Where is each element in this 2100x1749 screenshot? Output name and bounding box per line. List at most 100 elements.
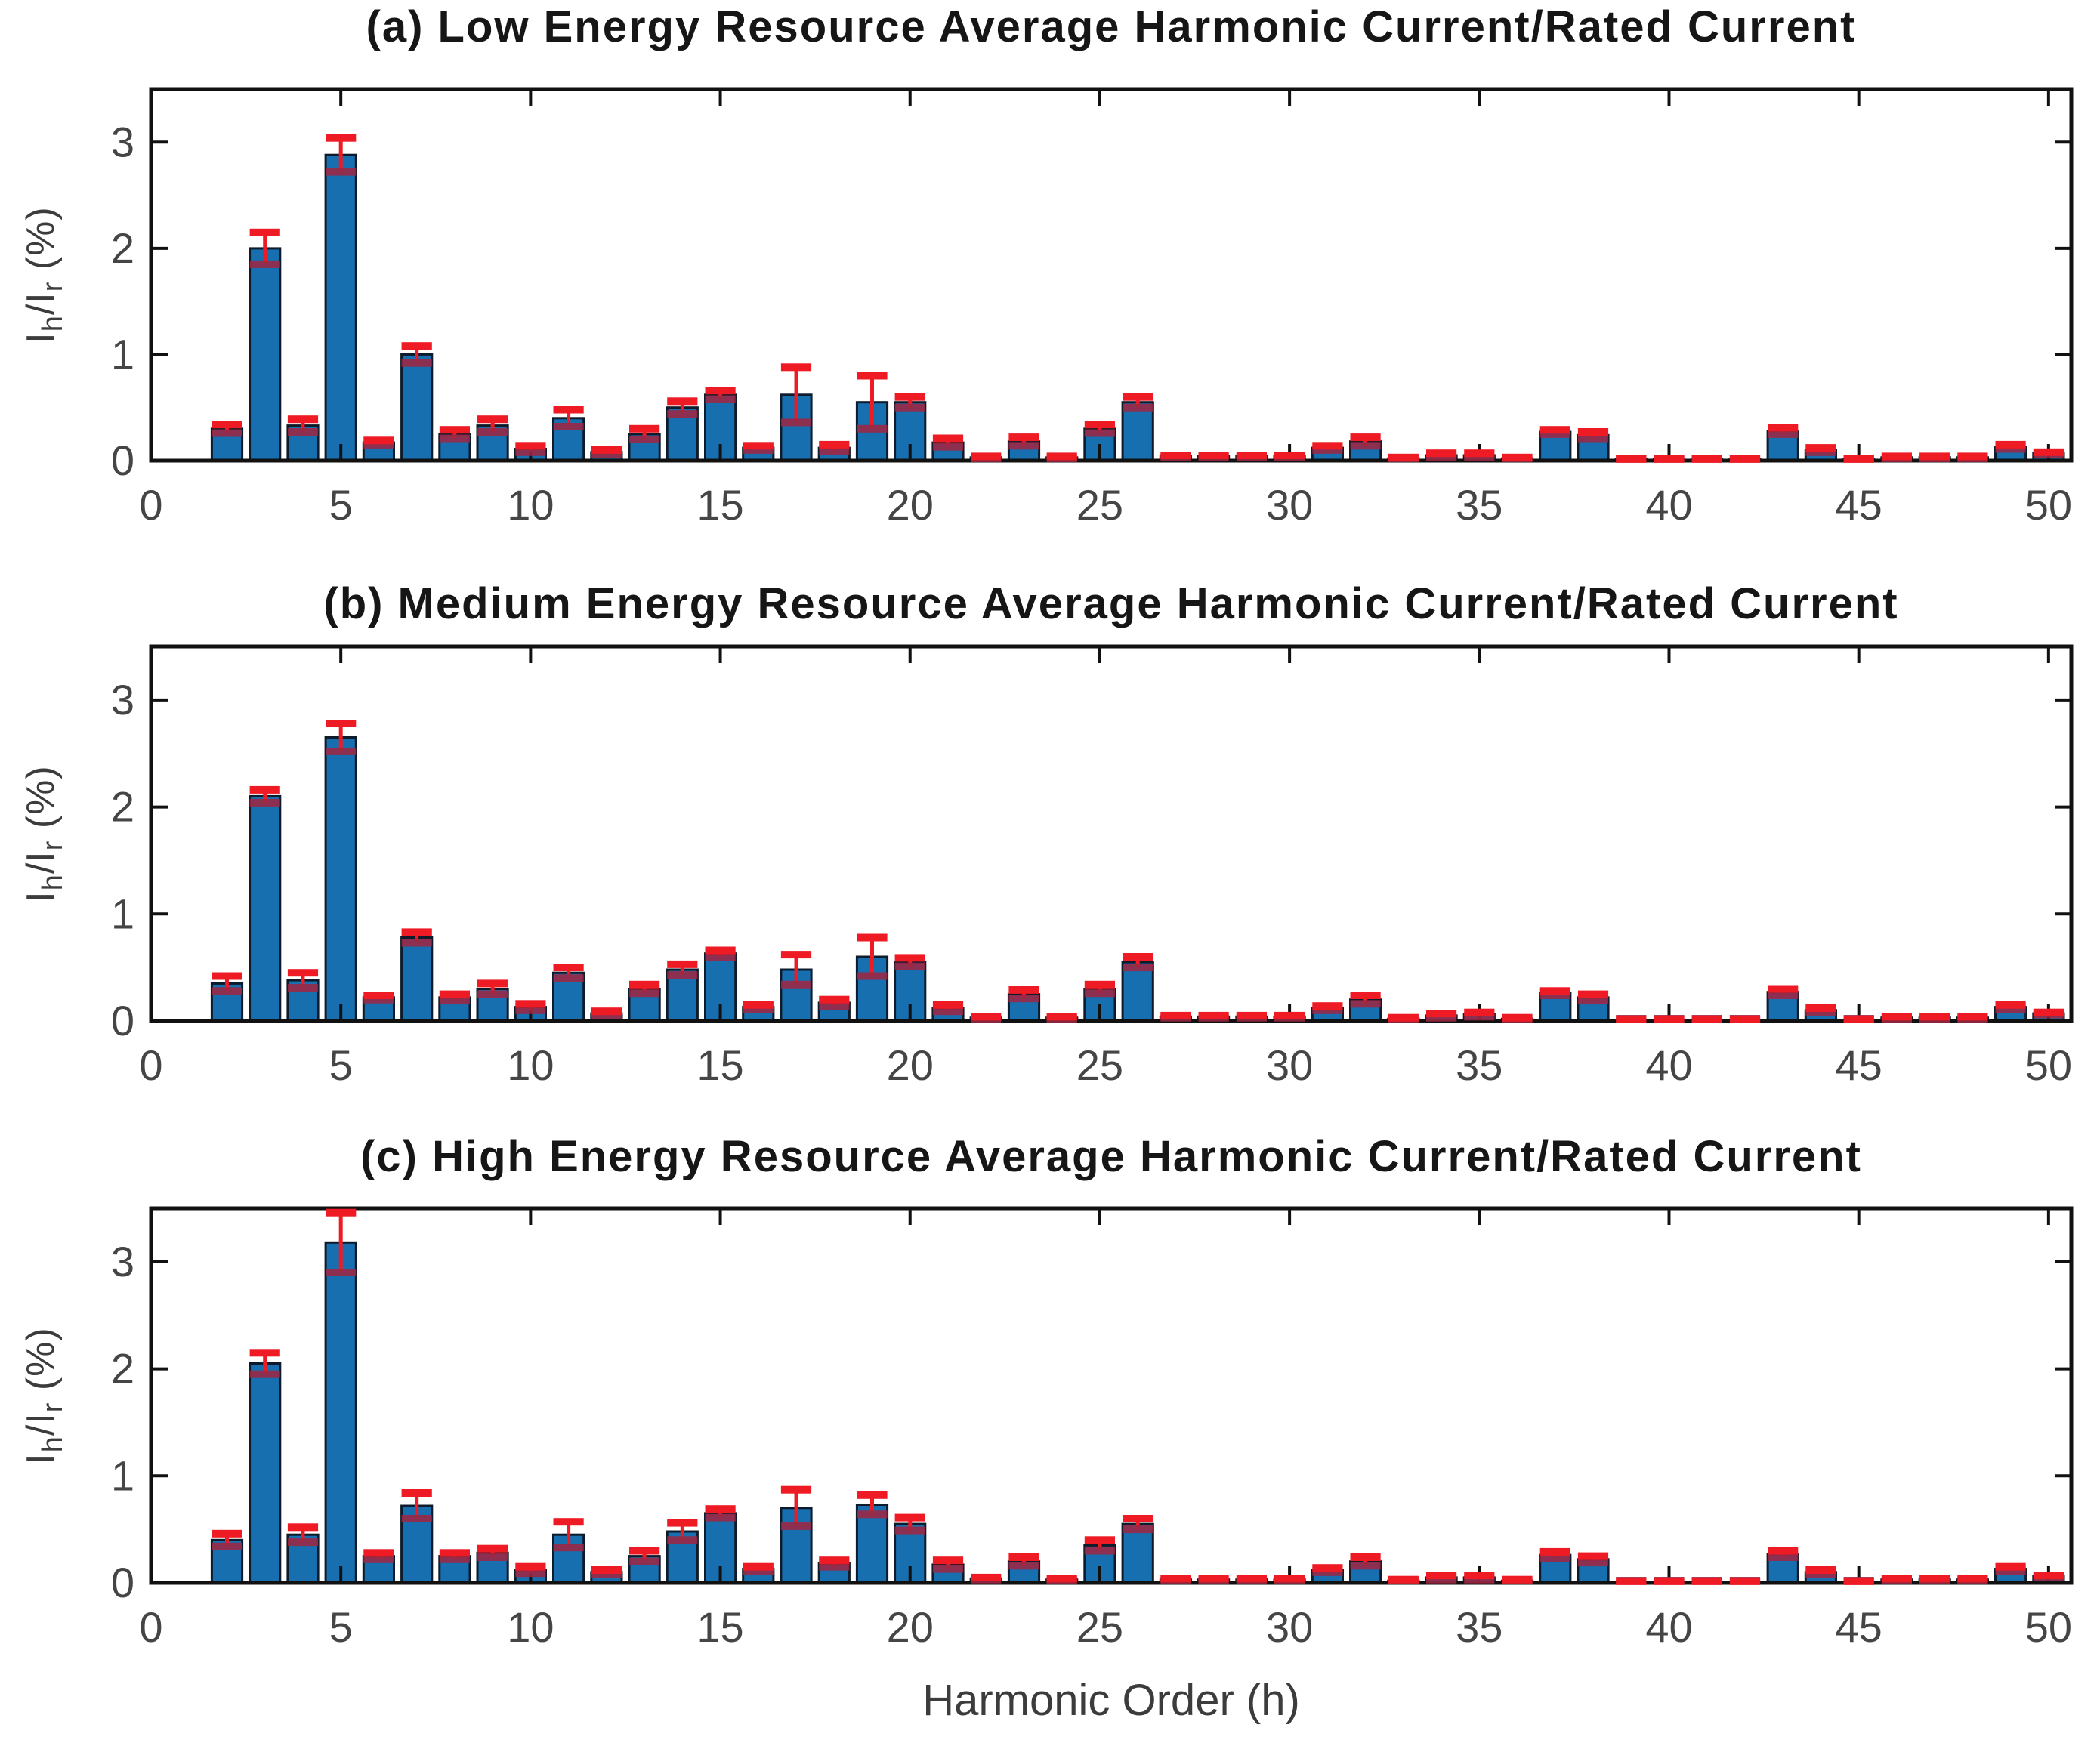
error-cap-low-h13 — [629, 435, 660, 443]
error-cap-low-h15 — [705, 395, 736, 403]
error-cap-high-h14 — [667, 960, 698, 968]
error-cap-high-h35 — [1464, 449, 1495, 458]
error-cap-high-h2 — [212, 421, 242, 429]
x-tick-label: 50 — [2025, 1603, 2072, 1651]
x-tick-label: 40 — [1645, 481, 1692, 529]
error-cap-low-h25 — [1084, 429, 1115, 437]
error-cap-high-h40 — [1654, 1015, 1685, 1023]
error-cap-high-h6 — [363, 992, 394, 999]
error-cap-low-h6 — [363, 440, 394, 449]
error-cap-high-h18 — [819, 1556, 850, 1565]
bar-h3 — [249, 794, 282, 1023]
panel-a-bars — [210, 153, 2065, 462]
error-cap-high-h27 — [1160, 1011, 1191, 1019]
error-cap-low-h16 — [743, 1005, 774, 1013]
error-cap-high-h41 — [1691, 1015, 1722, 1023]
error-cap-high-h24 — [1046, 1013, 1077, 1021]
error-cap-low-h43 — [1768, 992, 1799, 999]
x-tick-label: 35 — [1456, 1603, 1502, 1651]
panel-c-frame — [149, 1206, 2074, 1585]
ylabel-text: (%) — [18, 206, 63, 282]
error-cap-high-h18 — [819, 995, 850, 1004]
y-tick-label: 3 — [111, 1238, 134, 1285]
error-cap-high-h3 — [249, 785, 280, 794]
error-cap-high-h24 — [1046, 452, 1077, 461]
error-cap-low-h6 — [363, 1555, 394, 1563]
error-cap-low-h11 — [553, 1544, 584, 1552]
y-tick-label: 0 — [111, 997, 134, 1044]
panel-a-errorbars — [212, 134, 2064, 463]
error-cap-high-h11 — [553, 1518, 584, 1526]
error-cap-low-h37 — [1539, 992, 1570, 999]
error-cap-high-h39 — [1616, 1577, 1647, 1585]
bar-h3 — [249, 247, 282, 462]
error-cap-low-h3 — [249, 798, 280, 807]
x-tick-label: 30 — [1266, 1041, 1313, 1089]
error-cap-low-h18 — [819, 1562, 850, 1571]
error-cap-low-h26 — [1123, 1525, 1153, 1534]
error-cap-high-h13 — [629, 424, 660, 433]
error-cap-low-h38 — [1577, 434, 1609, 443]
x-tick-label: 15 — [696, 481, 743, 529]
error-cap-low-h23 — [1008, 995, 1039, 1003]
error-cap-low-h6 — [363, 995, 394, 1004]
error-cap-low-h38 — [1577, 1559, 1609, 1567]
panel-b-errorbars — [212, 720, 2064, 1023]
error-cap-high-h47 — [1919, 1575, 1950, 1583]
error-cap-high-h17 — [780, 363, 812, 372]
error-cap-high-h37 — [1539, 1547, 1570, 1556]
error-cap-high-h43 — [1768, 1547, 1799, 1555]
x-tick-label: 50 — [2025, 1041, 2072, 1089]
x-tick-label: 45 — [1836, 1603, 1882, 1651]
x-tick-label: 10 — [507, 481, 554, 529]
panel-b: 0 5 10 15 20 25 30 35 40 45 50 0 1 2 3 — [111, 644, 2074, 1089]
error-cap-high-h47 — [1919, 452, 1950, 461]
error-cap-low-h20 — [894, 403, 925, 412]
ylabel-sub-r: r — [37, 281, 69, 292]
error-cap-high-h38 — [1577, 428, 1609, 436]
x-tick-label: 0 — [139, 481, 162, 529]
error-cap-low-h17 — [780, 1522, 812, 1530]
error-cap-high-h8 — [439, 426, 470, 434]
ylabel-text: /I — [18, 292, 63, 316]
x-tick-label: 20 — [887, 481, 934, 529]
error-cap-high-h32 — [1350, 992, 1381, 999]
error-cap-high-h50 — [2033, 1008, 2064, 1016]
ylabel-sub-r: r — [37, 840, 69, 851]
error-cap-low-h11 — [553, 423, 584, 430]
error-cap-high-h19 — [857, 372, 888, 380]
error-cap-high-h14 — [667, 1519, 698, 1527]
error-cap-low-h11 — [553, 974, 584, 982]
ylabel-text: I — [18, 890, 63, 902]
error-cap-high-h48 — [1957, 452, 1988, 461]
error-cap-high-h39 — [1616, 455, 1647, 463]
error-cap-high-h49 — [1995, 1001, 2026, 1009]
error-cap-high-h42 — [1729, 455, 1761, 463]
panel-b-bars — [210, 736, 2065, 1023]
error-cap-high-h32 — [1350, 433, 1381, 442]
x-tick-label: 35 — [1456, 1041, 1502, 1089]
error-cap-low-h20 — [894, 1526, 925, 1535]
bar-h5 — [324, 736, 357, 1023]
x-tick-label: 5 — [329, 1603, 353, 1651]
error-cap-high-h50 — [2033, 1572, 2064, 1580]
error-cap-high-h10 — [515, 1000, 546, 1008]
error-cap-low-h4 — [287, 1538, 319, 1547]
error-cap-low-h19 — [857, 424, 888, 433]
error-cap-low-h3 — [249, 1370, 280, 1378]
error-cap-low-h17 — [780, 418, 812, 427]
error-cap-high-h21 — [932, 434, 964, 443]
ylabel-sub-h: h — [37, 315, 69, 332]
panel-a: 0 5 10 15 20 25 30 35 40 45 50 0 1 2 3 — [111, 87, 2074, 529]
error-cap-high-h10 — [515, 442, 546, 450]
ylabel-text: (%) — [18, 1327, 63, 1402]
error-cap-low-h49 — [1995, 445, 2026, 453]
error-cap-low-h10 — [515, 448, 546, 456]
panel-c-ticks: 0 5 10 15 20 25 30 35 40 45 50 0 1 2 3 — [111, 1208, 2072, 1651]
error-cap-high-h34 — [1426, 1572, 1457, 1580]
error-cap-low-h16 — [743, 446, 774, 454]
error-cap-low-h15 — [705, 1513, 736, 1522]
error-cap-low-h3 — [249, 260, 280, 268]
panel-b-frame — [149, 644, 2074, 1023]
